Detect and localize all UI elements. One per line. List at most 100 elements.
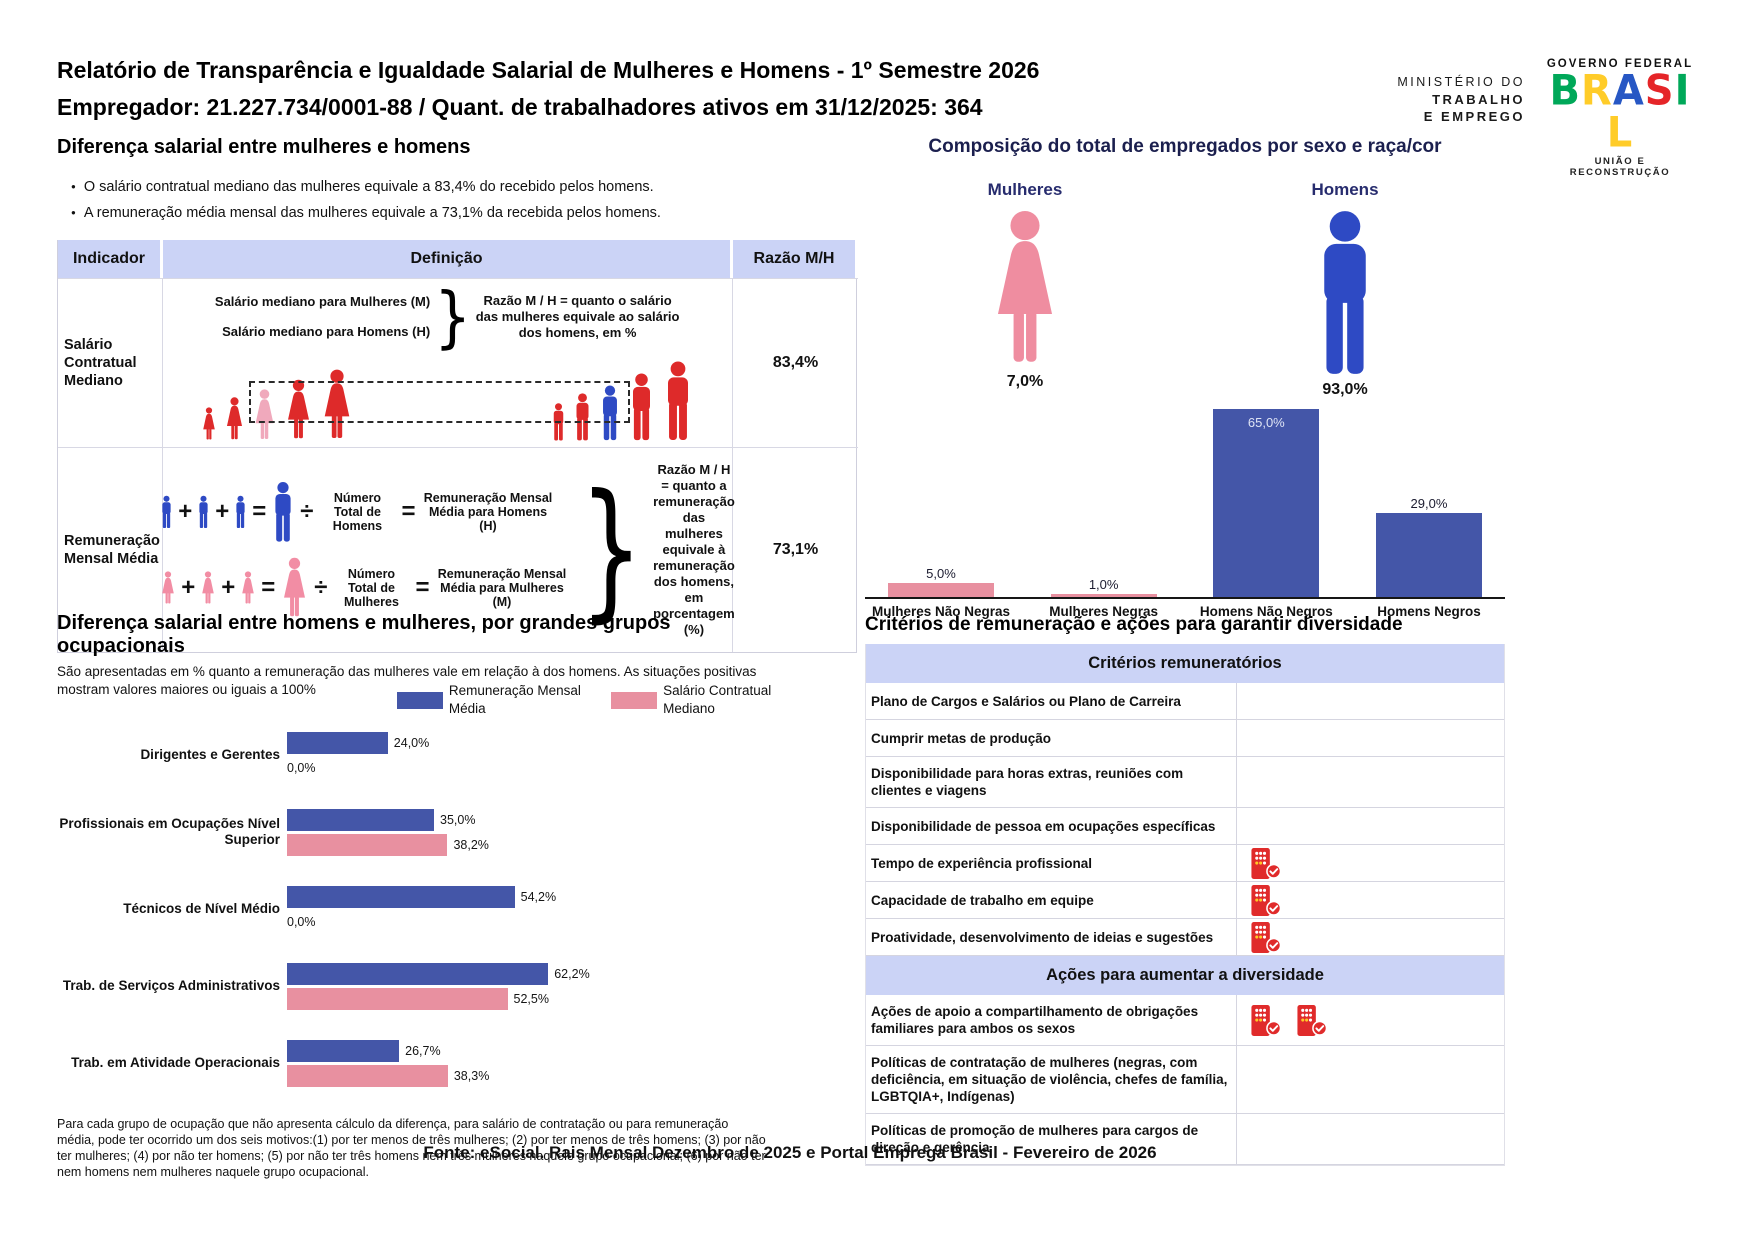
criteria-check-cell (1236, 919, 1504, 955)
bar-value-label: 29,0% (1410, 495, 1448, 511)
header-logos: MINISTÉRIO DO TRABALHO E EMPREGO GOVERNO… (1397, 58, 1695, 178)
brasil-letter: L (1606, 108, 1634, 158)
criteria-label: Cumprir metas de produção (871, 730, 1052, 746)
composition-title: Composição do total de empregados por se… (928, 136, 1442, 157)
composition-people: Mulheres 7,0% Homens 93,0% (865, 180, 1505, 399)
occupational-bar (287, 833, 448, 856)
occupational-bar (287, 885, 515, 908)
criteria-row: Capacidade de trabalho em equipe (866, 882, 1504, 919)
criteria-row: Cumprir metas de produção (866, 720, 1504, 757)
brasil-letter: I (1674, 66, 1691, 116)
bullet-average-pay: A remuneração média mensal das mulheres … (71, 200, 857, 226)
legend-swatch-blue (397, 691, 443, 709)
occupational-footnote: Para cada grupo de ocupação que não apre… (57, 1117, 766, 1179)
ratio-median-salary: 83,4% (733, 278, 858, 447)
criteria-section: Critérios de remuneração e ações para ga… (865, 614, 1505, 1166)
man-figure-icon (573, 393, 592, 441)
men-total-label: Número Total de Homens (332, 491, 383, 533)
criteria-check-cell (1236, 995, 1504, 1045)
divide-operator: ÷ (300, 498, 314, 525)
women-total-label: Número Total de Mulheres (344, 567, 399, 609)
brace-glyph (434, 284, 471, 351)
salary-gap-title: Diferença salarial entre mulheres e home… (57, 136, 471, 158)
criteria-table: Critérios remuneratórios Plano de Cargos … (865, 644, 1505, 1166)
criteria-label: Disponibilidade para horas extras, reuni… (871, 766, 1184, 798)
bar-value-label: 38,2% (453, 837, 489, 852)
col-header-definicao: Definição (163, 240, 733, 278)
legend-salario: Salário Contratual Mediano (611, 682, 802, 718)
equals-operator: = (401, 498, 416, 525)
man-figure-icon (271, 481, 295, 543)
women-label: Mulheres (987, 180, 1063, 199)
man-figure-icon (234, 495, 247, 529)
bar-value-label: 5,0% (926, 565, 956, 581)
median-pictogram (165, 353, 730, 441)
bar-value-label: 1,0% (1088, 577, 1119, 592)
occupational-bar (287, 987, 508, 1010)
women-column: Mulheres 7,0% (865, 180, 1185, 399)
occupational-bar (287, 731, 388, 754)
legend-remuneracao: Remuneração Mensal Média (397, 682, 595, 718)
criteria-label: Capacidade de trabalho em equipe (871, 892, 1094, 908)
legend-label: Remuneração Mensal Média (448, 683, 581, 716)
indicator-table: Indicador Definição Razão M/H Salário Co… (57, 240, 858, 653)
median-woman-figure-icon (252, 389, 277, 441)
definition-median-salary: Salário mediano para Mulheres (M) Salári… (163, 278, 733, 447)
ratio-average-pay: 73,1% (733, 447, 858, 652)
man-figure-icon (628, 373, 655, 441)
woman-figure-icon (284, 379, 313, 441)
bar-line: 52,5% (287, 987, 802, 1010)
footer-source: Fonte: eSocial. Rais Mensal Dezembro de … (423, 1143, 1157, 1162)
bar-value-label: 24,0% (393, 735, 430, 750)
women-percentage: 7,0% (1006, 373, 1044, 390)
indicator-median-salary: Salário Contratual Mediano (58, 278, 163, 447)
bar-value-label: 54,2% (520, 889, 557, 904)
men-label: Homens (1311, 180, 1379, 199)
brasil-wordmark: BRASIL (1545, 66, 1695, 158)
category-label: Trab. em Atividade Operacionais (71, 1055, 280, 1070)
equals-operator: = (252, 498, 267, 525)
criteria-row: Ações de apoio a compartilhamento de obr… (866, 995, 1504, 1046)
report-title: Relatório de Transparência e Igualdade S… (57, 57, 1040, 83)
composition-bar-slot: 29,0% (1359, 496, 1499, 597)
man-figure-icon (662, 361, 694, 441)
occupational-bar (287, 808, 434, 831)
brace-glyph (579, 475, 643, 625)
governo-federal-logo: GOVERNO FEDERAL BRASIL UNIÃO E RECONSTRU… (1545, 58, 1695, 178)
woman-figure-icon (240, 571, 256, 605)
mte-logo: MINISTÉRIO DO TRABALHO E EMPREGO (1397, 75, 1525, 124)
criteria-label: Tempo de experiência profissional (871, 855, 1093, 871)
category-label: Profissionais em Ocupações Nível Superio… (59, 816, 280, 847)
criteria-check-cell (1236, 1046, 1504, 1113)
building-check-icon (1247, 922, 1283, 953)
criteria-label: Políticas de promoção de mulheres para c… (871, 1123, 1199, 1155)
men-average-label: Remuneração Mensal Média para Homens (H) (423, 491, 553, 533)
criteria-title: Critérios de remuneração e ações para ga… (865, 614, 1403, 635)
criteria-check-cell (1236, 757, 1504, 807)
criteria-label: Disponibilidade de pessoa em ocupações e… (871, 818, 1216, 834)
category-label: Mulheres Negras (1049, 604, 1159, 619)
bar-value-label: 38,3% (453, 1068, 490, 1083)
occupational-bar-group: Dirigentes e Gerentes 24,0% 0,0% (57, 731, 802, 779)
criteria-label: Proatividade, desenvolvimento de ideias … (871, 929, 1214, 945)
man-figure-icon (197, 495, 210, 529)
woman-figure-icon (320, 369, 354, 441)
building-check-icon (1247, 848, 1283, 879)
brasil-letter: R (1581, 66, 1613, 116)
legend-swatch-pink (611, 691, 658, 709)
plus-operator: + (221, 574, 236, 601)
criteria-check-cell (1236, 1114, 1504, 1164)
occupational-chart: Dirigentes e Gerentes 24,0% 0,0% Profission… (57, 731, 802, 1087)
criteria-section-header: Critérios remuneratórios (866, 644, 1504, 683)
composition-categories: Mulheres Não Negras Mulheres Negras Homens… (865, 604, 1505, 619)
bar-line: 62,2% (287, 962, 802, 985)
occupational-subtitle: São apresentadas em % quanto a remuneraç… (57, 663, 802, 718)
criteria-label: Políticas de contratação de mulheres (ne… (871, 1055, 1228, 1104)
median-women-label: Salário mediano para Mulheres (M) (214, 294, 431, 309)
category-label: Dirigentes e Gerentes (140, 747, 280, 762)
bar-value-label: 26,7% (405, 1043, 441, 1058)
occupational-bar (287, 1064, 448, 1087)
bar-line: 35,0% (287, 808, 802, 831)
criteria-row: Disponibilidade para horas extras, reuni… (866, 757, 1504, 808)
brasil-letter: B (1549, 66, 1581, 116)
